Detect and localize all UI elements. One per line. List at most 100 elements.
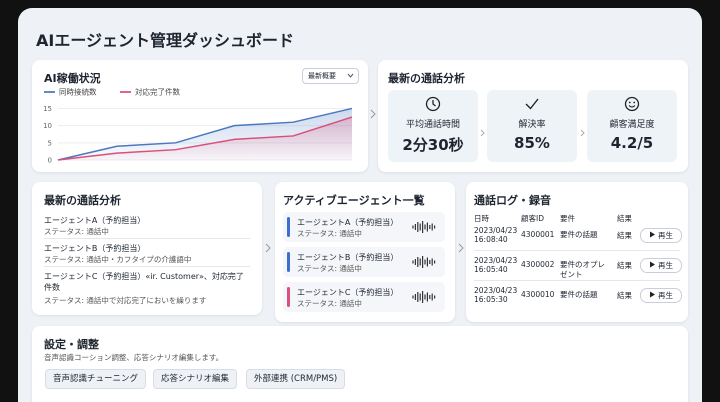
chevron xyxy=(480,129,485,137)
play-label: 再生 xyxy=(658,261,673,270)
agent-status: ステータス: 通話中・カフタイプの介護語中 xyxy=(44,255,192,264)
metric-value: 2分30秒 xyxy=(402,136,464,154)
legend-label: 同時接続数 xyxy=(59,87,97,97)
card-title: AI稼働状況 xyxy=(44,72,101,85)
chevron xyxy=(265,243,271,253)
card-title: 最新の通話分析 xyxy=(388,72,465,85)
log-time: 16:05:40 xyxy=(474,265,508,274)
play-triangle xyxy=(650,231,655,238)
waveform-icon xyxy=(412,221,436,233)
agent-color-bar xyxy=(287,217,290,237)
agent-status: ステータス: 通話中 xyxy=(297,229,362,238)
series-line xyxy=(57,116,353,161)
y-tick-label: 5 xyxy=(48,139,52,147)
metric-value: 85% xyxy=(514,134,550,152)
dropdown[interactable]: 最新概要 xyxy=(302,68,359,84)
divider xyxy=(474,250,680,251)
card-title: 最新の通話分析 xyxy=(44,194,121,207)
metric-value: 4.2/5 xyxy=(610,134,654,152)
ai-status-card: AI稼働状況 最新概要 0 5 10 15 同時接続数 対応完了件数 xyxy=(32,60,368,172)
play-icon xyxy=(650,231,655,238)
agents-card: アクティブエージェント一覧 エージェントA（予約担当） ステータス: 通話中 エージ… xyxy=(275,182,455,322)
play-triangle xyxy=(650,291,655,298)
agent-status: ステータス: 通話中 xyxy=(297,299,362,308)
waveform-icon xyxy=(412,291,436,303)
dropdown-arrow xyxy=(347,73,354,78)
chevron xyxy=(580,129,585,137)
play-triangle xyxy=(650,261,655,268)
column-header: 要件 xyxy=(560,214,575,223)
log-result: 結果 xyxy=(617,231,632,240)
card-title: 通話ログ・録音 xyxy=(474,194,551,207)
card-title: アクティブエージェント一覧 xyxy=(283,194,425,207)
y-tick-label: 10 xyxy=(43,122,52,130)
play-button[interactable]: 再生 xyxy=(640,288,682,303)
play-button[interactable]: 再生 xyxy=(640,228,682,243)
log-id: 4300010 xyxy=(521,290,555,299)
screen: AIエージェント管理ダッシュボード AI稼働状況 最新概要 0 5 10 15 同時接続… xyxy=(18,8,702,402)
metric: 解決率 85% xyxy=(487,90,577,162)
y-tick-label: 15 xyxy=(43,105,52,113)
legend-label: 対応完了件数 xyxy=(135,87,180,97)
agent-name: エージェントA（予約担当） xyxy=(44,216,146,225)
play-icon xyxy=(650,261,655,268)
line-chart: 0 5 10 15 同時接続数 対応完了件数 xyxy=(43,87,353,165)
settings-description: 音声認識コーション調整、応答シナリオ編集します。 xyxy=(44,353,224,362)
agent-item: エージェントB（予約担当） ステータス: 通話中 xyxy=(283,247,445,277)
agent-name: エージェントB（予約担当） xyxy=(297,253,399,262)
agent-status: ステータス: 通話中 xyxy=(44,227,109,236)
metric-label: 顧客満足度 xyxy=(609,120,655,130)
settings-button[interactable]: 応答シナリオ編集 xyxy=(153,369,238,389)
page-title: AIエージェント管理ダッシュボード xyxy=(36,31,295,50)
divider xyxy=(44,266,250,267)
agent-item: エージェントA（予約担当） ステータス: 通話中 xyxy=(283,212,445,242)
chevron xyxy=(458,243,464,253)
clock-icon xyxy=(425,96,441,112)
agent-status: ステータス: 通話中 xyxy=(297,264,362,273)
settings-card: 設定・調整 音声認識コーション調整、応答シナリオ編集します。 音声認識チューニン… xyxy=(32,326,688,402)
series-line xyxy=(57,107,353,161)
summary-card: 最新の通話分析 平均通話時間 2分30秒 解決率 85% 顧客満足度 4.2/5 xyxy=(378,60,688,172)
settings-button[interactable]: 外部連携 (CRM/PMS) xyxy=(246,369,346,389)
log-id: 4300001 xyxy=(521,230,555,239)
divider xyxy=(44,238,250,239)
log-time: 16:05:30 xyxy=(474,295,508,304)
series-area xyxy=(58,117,352,160)
card-title: 設定・調整 xyxy=(44,338,99,351)
play-icon xyxy=(650,291,655,298)
play-button[interactable]: 再生 xyxy=(640,258,682,273)
log-date: 2023/04/23 xyxy=(474,286,518,295)
play-label: 再生 xyxy=(658,231,673,240)
log-topic: 要件の話題 xyxy=(560,230,598,239)
chevron xyxy=(370,109,376,119)
column-header: 結果 xyxy=(617,214,632,223)
y-tick-label: 0 xyxy=(48,157,52,165)
log-date: 2023/04/23 xyxy=(474,226,518,235)
agent-name: エージェントC（予約担当）«ir. Customer»、対応完了件数 xyxy=(44,272,244,292)
metric-label: 平均通話時間 xyxy=(405,120,460,130)
column-header: 顧客ID xyxy=(521,214,544,223)
column-header: 日時 xyxy=(474,214,489,223)
log-result: 結果 xyxy=(617,291,632,300)
play-label: 再生 xyxy=(658,291,673,300)
agent-name: エージェントB（予約担当） xyxy=(44,244,146,253)
log-topic: 要件の話題 xyxy=(560,290,598,299)
agent-color-bar xyxy=(287,287,290,307)
log-time: 16:08:40 xyxy=(474,235,508,244)
log-topic: 要件のオプレゼント xyxy=(560,260,605,279)
log-id: 4300002 xyxy=(521,260,555,269)
settings-button[interactable]: 音声認識チューニング xyxy=(45,369,147,389)
call-analysis-card: 最新の通話分析 エージェントA（予約担当） ステータス: 通話中 エージェントB… xyxy=(32,182,262,315)
agent-name: エージェントC（予約担当） xyxy=(297,288,399,297)
divider xyxy=(474,280,680,281)
metric-label: 解決率 xyxy=(518,120,546,130)
log-result: 結果 xyxy=(617,261,632,270)
agent-name: エージェントA（予約担当） xyxy=(297,218,399,227)
agent-status: ステータス: 通話中で対応完了においを繰ります xyxy=(44,296,207,305)
smile-icon xyxy=(624,96,640,112)
metric: 顧客満足度 4.2/5 xyxy=(587,90,677,162)
agent-item: エージェントC（予約担当） ステータス: 通話中 xyxy=(283,282,445,312)
waveform-icon xyxy=(412,256,436,268)
metric: 平均通話時間 2分30秒 xyxy=(388,90,478,162)
